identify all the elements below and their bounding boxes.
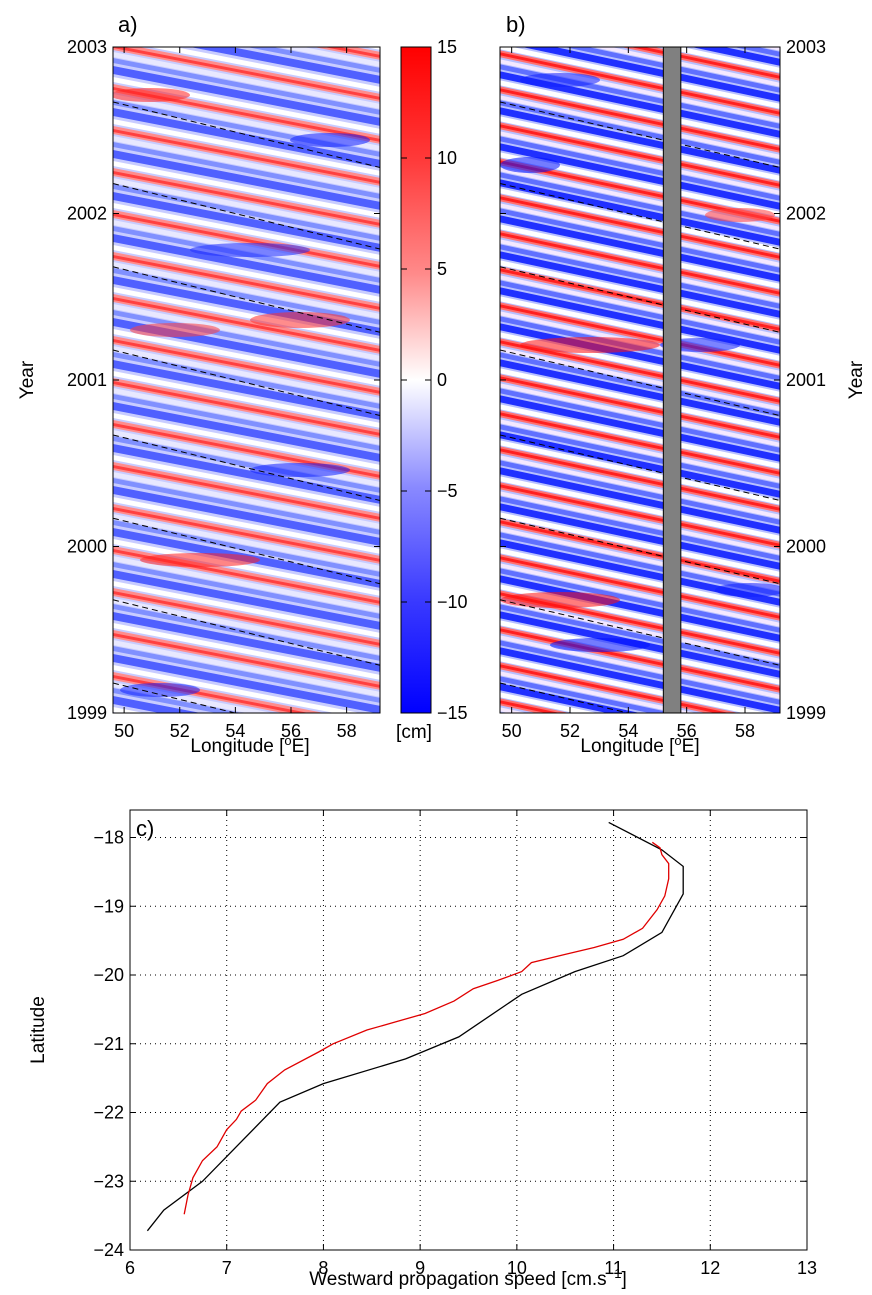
panel-a-dashed-line-2 [113, 517, 380, 585]
panel-c-xlabel: Westward propagation speed [cm.s−1] [309, 1266, 627, 1291]
colorbar-tick-label: 15 [437, 37, 457, 57]
panel-c-x-tick-label: 9 [415, 1258, 425, 1278]
panel-a-y-tick-label: 2001 [67, 370, 107, 390]
panel-c-x-tick-label: 7 [222, 1258, 232, 1278]
panel-c-y-tick-label: −24 [93, 1240, 124, 1260]
panel-a-dashed-line-6 [113, 183, 380, 250]
panel-b-x-tick-label: 54 [618, 721, 638, 741]
panel-c-y-tick-label: −22 [93, 1103, 124, 1123]
panel-a-dashed-line-7 [113, 101, 380, 168]
colorbar-tick-label: −5 [437, 481, 458, 501]
panel-c-y-tick-label: −20 [93, 965, 124, 985]
panel-a-x-tick-label: 54 [225, 721, 245, 741]
panel-b: 50 52 54 56 58 1999 2000 2001 2002 2003 b) Longit… [499, 12, 867, 758]
panel-a-x-tick-label: 58 [337, 721, 357, 741]
panel-c-x-tick-label: 12 [700, 1258, 720, 1278]
panel-b-xlabel: Longitude [oE] [580, 733, 699, 758]
colorbar-tick-label: −10 [437, 592, 468, 612]
panel-c-y-tick-label: −21 [93, 1034, 124, 1054]
panel-a-dashed-line-4 [113, 349, 380, 417]
panel-a-ylabel: Year [17, 360, 38, 399]
colorbar-ticks: −15 −10 −5 0 5 10 15 [401, 37, 468, 723]
panel-b-y-tick-label: 2002 [786, 204, 826, 224]
panel-a-label: a) [118, 12, 138, 37]
panel-c-red-line [183, 841, 670, 1215]
panel-b-masked-band [662, 46, 682, 714]
panel-a-dashed-line-3 [113, 434, 380, 501]
panel-c-x-tick-label: 13 [797, 1258, 817, 1278]
panel-b-ylabel: Year [846, 360, 867, 399]
panel-b-field [500, 47, 780, 713]
panel-c-y-tick-label: −19 [93, 896, 124, 916]
panel-c-x-tick-label: 10 [507, 1258, 527, 1278]
panel-b-dashed-line-4 [500, 349, 780, 417]
panel-b-x-tick-label: 50 [502, 721, 522, 741]
panel-b-dashed-line-5 [500, 266, 780, 333]
panel-b-x-tick-label: 56 [677, 721, 697, 741]
panel-a-y-tick-label: 2000 [67, 537, 107, 557]
panel-a-dashed-line-5 [113, 266, 380, 333]
panel-c-x-tick-label: 11 [604, 1258, 623, 1278]
panel-b-y-tick-label: 2000 [786, 537, 826, 557]
panel-a-x-tick-label: 50 [114, 721, 134, 741]
colorbar-tick-label: 5 [437, 259, 447, 279]
panel-c-ylabel: Latitude [28, 996, 49, 1064]
panel-c-frame-top [129, 809, 808, 1251]
panel-a-y-tick-label: 2003 [67, 37, 107, 57]
panel-a-y-tick-label: 2002 [67, 204, 107, 224]
panel-b-x-tick-label: 52 [560, 721, 580, 741]
colorbar-label: [cm] [396, 722, 432, 743]
panel-c-ticks: 6 7 8 9 10 11 12 13 −24 −23 −22 −21 −20 −19 −18 [93, 810, 817, 1278]
panel-b-dashed-line-3 [500, 434, 780, 501]
colorbar: −15 −10 −5 0 5 10 15 [cm] [396, 37, 467, 743]
panel-b-dashed-line-2 [500, 517, 780, 585]
panel-a-dashed-lines [113, 101, 380, 713]
panel-b-label: b) [506, 12, 526, 37]
panel-b-y-tick-label: 2003 [786, 37, 826, 57]
panel-a-ticks: 50 52 54 56 58 1999 2000 2001 2002 2003 [67, 37, 380, 741]
panel-b-dashed-lines [500, 101, 780, 713]
panel-c-y-tick-label: −23 [93, 1171, 124, 1191]
panel-b-dashed-line-7 [500, 101, 780, 168]
panel-c-x-tick-label: 8 [318, 1258, 328, 1278]
panel-c-y-tick-label: −18 [93, 828, 124, 848]
panel-a-xlabel: Longitude [oE] [190, 733, 309, 758]
panel-a-blobs [113, 88, 370, 697]
panel-a-y-tick-label: 1999 [67, 703, 107, 723]
panel-c-series [146, 821, 684, 1232]
panel-c: 6 7 8 9 10 11 12 13 −24 −23 −22 −21 −20 −19 −18 c) Wes… [28, 809, 817, 1291]
panel-a: 50 52 54 56 58 1999 2000 2001 2002 2003 a) Longit… [17, 12, 381, 758]
panel-b-dashed-line-6 [500, 183, 780, 250]
panel-c-grid [130, 810, 807, 1250]
panel-a-dashed-line-0 [113, 682, 238, 713]
panel-c-black-line [146, 821, 684, 1232]
panel-b-x-tick-label: 58 [735, 721, 755, 741]
colorbar-tick-label: 10 [437, 148, 457, 168]
panel-c-x-tick-label: 6 [125, 1258, 135, 1278]
panel-b-dashed-line-1 [500, 599, 780, 666]
colorbar-tick-label: −15 [437, 703, 468, 723]
colorbar-tick-label: 0 [437, 370, 447, 390]
panel-b-y-tick-label: 2001 [786, 370, 826, 390]
panel-b-ticks: 50 52 54 56 58 1999 2000 2001 2002 2003 [500, 37, 826, 741]
panel-b-y-tick-label: 1999 [786, 703, 826, 723]
panel-a-field [113, 47, 380, 713]
panel-c-label: c) [136, 816, 154, 841]
panel-a-dashed-line-1 [113, 599, 380, 666]
panel-a-x-tick-label: 56 [281, 721, 301, 741]
panel-a-x-tick-label: 52 [170, 721, 190, 741]
